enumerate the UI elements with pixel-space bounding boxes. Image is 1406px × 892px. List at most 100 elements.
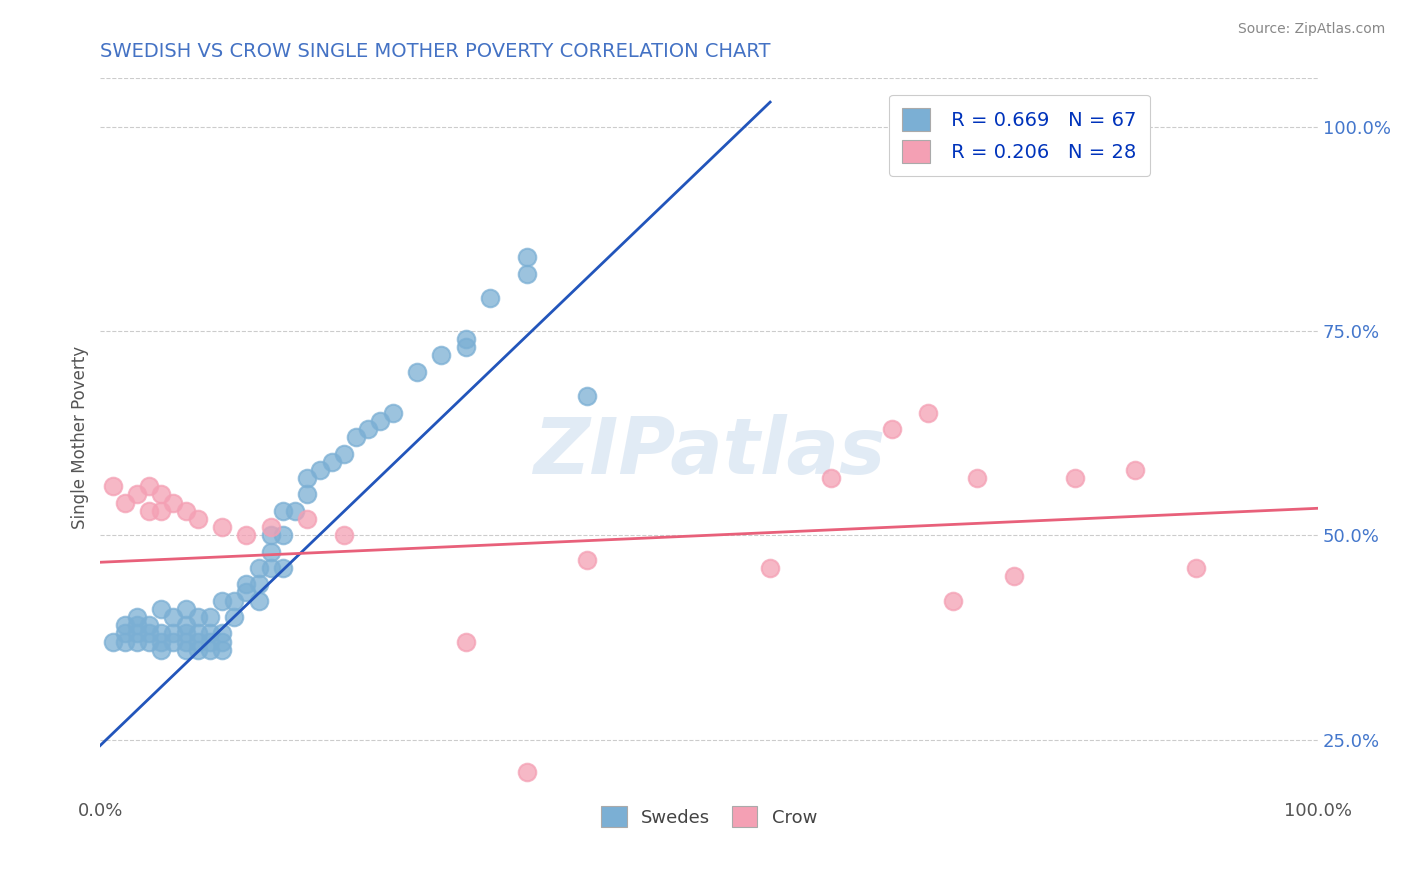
Point xyxy=(235,528,257,542)
Point xyxy=(211,593,233,607)
Point xyxy=(235,577,257,591)
Point xyxy=(516,765,538,780)
Point xyxy=(284,504,307,518)
Point xyxy=(174,642,197,657)
Point xyxy=(942,593,965,607)
Y-axis label: Single Mother Poverty: Single Mother Poverty xyxy=(72,345,89,529)
Point xyxy=(174,626,197,640)
Point xyxy=(224,593,246,607)
Point xyxy=(321,455,343,469)
Point xyxy=(198,610,221,624)
Point xyxy=(308,463,330,477)
Point xyxy=(125,610,148,624)
Point xyxy=(479,291,502,305)
Point xyxy=(357,422,380,436)
Point xyxy=(1002,569,1025,583)
Point xyxy=(138,626,160,640)
Point xyxy=(114,495,136,509)
Point xyxy=(174,618,197,632)
Legend: Swedes, Crow: Swedes, Crow xyxy=(595,799,824,835)
Point xyxy=(138,618,160,632)
Point xyxy=(966,471,988,485)
Point xyxy=(820,471,842,485)
Point xyxy=(101,634,124,648)
Point xyxy=(759,561,782,575)
Point xyxy=(247,561,270,575)
Point xyxy=(187,626,209,640)
Point xyxy=(114,634,136,648)
Point xyxy=(125,618,148,632)
Text: Source: ZipAtlas.com: Source: ZipAtlas.com xyxy=(1237,22,1385,37)
Text: ZIPatlas: ZIPatlas xyxy=(533,414,886,490)
Point xyxy=(297,487,319,501)
Point xyxy=(114,618,136,632)
Point xyxy=(138,504,160,518)
Point xyxy=(297,512,319,526)
Point xyxy=(260,544,283,558)
Point xyxy=(271,561,294,575)
Point xyxy=(247,577,270,591)
Point xyxy=(150,642,173,657)
Point xyxy=(187,642,209,657)
Point xyxy=(271,504,294,518)
Point xyxy=(174,602,197,616)
Point xyxy=(235,585,257,599)
Point xyxy=(138,479,160,493)
Point xyxy=(174,634,197,648)
Point xyxy=(333,528,356,542)
Point xyxy=(125,626,148,640)
Point xyxy=(344,430,367,444)
Point xyxy=(576,553,599,567)
Point xyxy=(150,626,173,640)
Point xyxy=(162,626,184,640)
Point xyxy=(174,504,197,518)
Point xyxy=(187,634,209,648)
Point xyxy=(297,471,319,485)
Point xyxy=(430,349,453,363)
Point xyxy=(454,340,477,354)
Point xyxy=(211,634,233,648)
Point xyxy=(125,487,148,501)
Point xyxy=(1125,463,1147,477)
Point xyxy=(370,414,392,428)
Point xyxy=(150,487,173,501)
Point xyxy=(211,520,233,534)
Point xyxy=(454,634,477,648)
Point xyxy=(1185,561,1208,575)
Point xyxy=(125,634,148,648)
Point xyxy=(198,634,221,648)
Point xyxy=(576,389,599,403)
Text: SWEDISH VS CROW SINGLE MOTHER POVERTY CORRELATION CHART: SWEDISH VS CROW SINGLE MOTHER POVERTY CO… xyxy=(100,42,770,61)
Point xyxy=(187,610,209,624)
Point xyxy=(150,634,173,648)
Point xyxy=(880,422,903,436)
Point xyxy=(516,251,538,265)
Point xyxy=(247,593,270,607)
Point xyxy=(162,610,184,624)
Point xyxy=(271,528,294,542)
Point xyxy=(198,626,221,640)
Point xyxy=(381,406,404,420)
Point xyxy=(150,602,173,616)
Point xyxy=(260,528,283,542)
Point xyxy=(114,626,136,640)
Point xyxy=(260,520,283,534)
Point xyxy=(211,626,233,640)
Point xyxy=(1063,471,1085,485)
Point xyxy=(150,504,173,518)
Point xyxy=(162,634,184,648)
Point xyxy=(211,642,233,657)
Point xyxy=(260,561,283,575)
Point xyxy=(224,610,246,624)
Point xyxy=(162,495,184,509)
Point xyxy=(917,406,939,420)
Point xyxy=(138,634,160,648)
Point xyxy=(406,365,429,379)
Point xyxy=(516,267,538,281)
Point xyxy=(101,479,124,493)
Point xyxy=(198,642,221,657)
Point xyxy=(333,446,356,460)
Point xyxy=(613,814,636,829)
Point xyxy=(454,332,477,346)
Point xyxy=(187,512,209,526)
